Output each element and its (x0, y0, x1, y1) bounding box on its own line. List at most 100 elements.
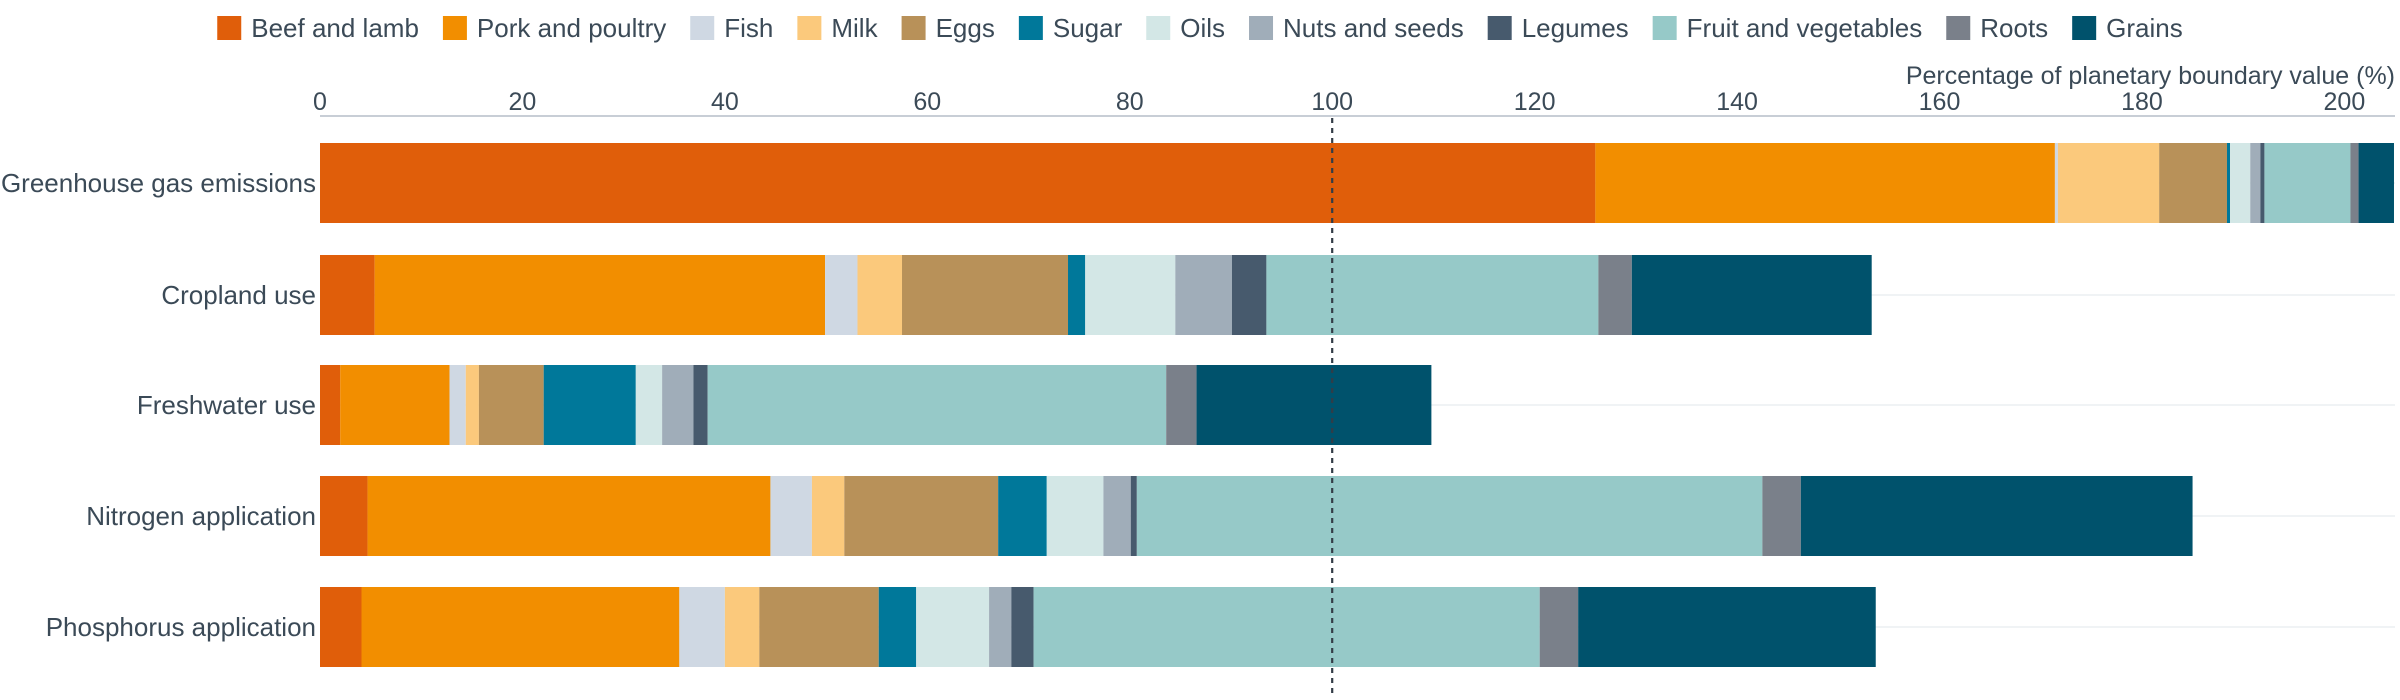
legend-item: Roots (1946, 13, 2048, 43)
legend-item: Milk (797, 13, 879, 43)
legend-label: Grains (2106, 13, 2183, 43)
legend-label: Roots (1980, 13, 2048, 43)
bar-row: Beef and lamb: 5.4Pork and poultry: 44.5… (320, 255, 1872, 335)
bar-segment: Grains: 3.5 (2358, 143, 2394, 223)
bar-segment: Milk: 3.4 (724, 587, 760, 667)
bar-segment: Oils: 7.2 (916, 587, 990, 667)
x-tick-label: 140 (1716, 88, 1758, 116)
bar-segment: Legumes: 2.2 (1011, 587, 1034, 667)
x-axis-ticks: 0 20 40 60 80 100 120 140 160 180 200 (313, 88, 2365, 116)
legend-swatch (1018, 16, 1043, 40)
bars: Beef and lamb: 126Pork and poultry: 45.4… (320, 143, 2394, 667)
bar-segment: Grains: 23.7 (1631, 255, 1872, 335)
legend-label: Fish (724, 13, 773, 43)
legend-item: Fruit and vegetables (1652, 13, 1923, 43)
bar-segment: Eggs: 15.2 (844, 476, 999, 556)
x-axis: Percentage of planetary boundary value (… (320, 62, 2395, 117)
legend-swatch (1249, 16, 1274, 40)
legend-item: Grains (2072, 13, 2183, 43)
bar-segment: Eggs: 11.8 (759, 587, 879, 667)
legend-item: Eggs (901, 13, 995, 43)
bar-segment: Fish: 0.3 (2054, 143, 2058, 223)
bar-segment: Oils: 2 (2230, 143, 2251, 223)
x-tick-label: 100 (1311, 88, 1353, 116)
bar-segment: Pork and poultry: 44.5 (374, 255, 826, 335)
bar-segment: Beef and lamb: 4.7 (320, 476, 368, 556)
legend-swatch (1146, 16, 1171, 40)
bar-segment: Oils: 8.9 (1085, 255, 1176, 335)
bar-row: Beef and lamb: 2Pork and poultry: 10.8Fi… (320, 365, 1432, 445)
bar-segment: Grains: 29.4 (1578, 587, 1876, 667)
bar-segment: Fruit and vegetables: 61.8 (1136, 476, 1763, 556)
legend-swatch (901, 16, 926, 40)
bar-segment: Roots: 3 (1166, 365, 1197, 445)
x-tick-label: 160 (1919, 88, 1961, 116)
bar-segment: Pork and poultry: 10.8 (340, 365, 450, 445)
bar-segment: Fish: 4.5 (679, 587, 725, 667)
bar-segment: Oils: 2.6 (635, 365, 663, 445)
legend-label: Sugar (1053, 13, 1123, 43)
bar-segment: Fruit and vegetables: 32.8 (1266, 255, 1599, 335)
bar-segment: Eggs: 16.4 (902, 255, 1069, 335)
bar-segment: Fish: 4.1 (770, 476, 812, 556)
bar-segment: Sugar: 9.1 (543, 365, 636, 445)
bar-segment: Sugar: 1.7 (1068, 255, 1086, 335)
bar-segment: Pork and poultry: 39.8 (367, 476, 771, 556)
x-axis-title: Percentage of planetary boundary value (… (1906, 62, 2395, 90)
legend-label: Milk (831, 13, 878, 43)
bar-segment: Fruit and vegetables: 45.3 (707, 365, 1167, 445)
bar-row: Beef and lamb: 4.1Pork and poultry: 31.4… (320, 587, 1876, 667)
category-label: Cropland use (161, 280, 316, 310)
x-tick-label: 80 (1116, 88, 1144, 116)
bar-segment: Roots: 3.8 (1539, 587, 1579, 667)
x-tick-label: 40 (711, 88, 739, 116)
bar-segment: Oils: 5.6 (1046, 476, 1104, 556)
bar-segment: Roots: 3.3 (1598, 255, 1632, 335)
bar-segment: Pork and poultry: 45.4 (1595, 143, 2055, 223)
bar-segment: Grains: 38.7 (1800, 476, 2193, 556)
bar-segment: Beef and lamb: 5.4 (320, 255, 375, 335)
legend-item: Fish (690, 13, 773, 43)
bar-segment: Legumes: 0.4 (2260, 143, 2265, 223)
bar-segment: Roots: 0.8 (2350, 143, 2359, 223)
bar-segment: Nuts and seeds: 1 (2250, 143, 2261, 223)
bar-row: Beef and lamb: 126Pork and poultry: 45.4… (320, 143, 2394, 223)
legend-swatch (1652, 16, 1677, 40)
category-label: Phosphorus application (46, 612, 316, 642)
legend-swatch (690, 16, 715, 40)
bar-segment: Nuts and seeds: 2.2 (989, 587, 1012, 667)
legend-item: Pork and poultry (442, 13, 666, 43)
x-tick-label: 120 (1514, 88, 1556, 116)
bar-segment: Nuts and seeds: 5.6 (1175, 255, 1232, 335)
x-tick-label: 0 (313, 88, 327, 116)
category-label: Nitrogen application (86, 501, 316, 531)
bar-segment: Eggs: 6.7 (2159, 143, 2227, 223)
legend-label: Fruit and vegetables (1687, 13, 1923, 43)
bar-segment: Pork and poultry: 31.4 (361, 587, 680, 667)
bar-row: Beef and lamb: 4.7Pork and poultry: 39.8… (320, 476, 2193, 556)
bar-segment: Fish: 3.2 (825, 255, 858, 335)
bar-segment: Grains: 23.2 (1196, 365, 1432, 445)
bar-segment: Beef and lamb: 4.1 (320, 587, 362, 667)
legend-label: Nuts and seeds (1283, 13, 1464, 43)
legend-item: Sugar (1018, 13, 1123, 43)
legend-item: Beef and lamb (217, 13, 419, 43)
bar-segment: Fruit and vegetables: 50 (1033, 587, 1540, 667)
legend-item: Nuts and seeds (1249, 13, 1464, 43)
legend-label: Oils (1180, 13, 1225, 43)
legend-item: Oils (1146, 13, 1225, 43)
x-tick-label: 200 (2324, 88, 2366, 116)
category-labels: Greenhouse gas emissions Cropland use Fres… (1, 168, 316, 642)
x-tick-label: 60 (913, 88, 941, 116)
legend-swatch (797, 16, 822, 40)
bar-segment: Legumes: 0.6 (1130, 476, 1137, 556)
bar-segment: Legumes: 3.4 (1231, 255, 1267, 335)
legend-swatch (2072, 16, 2097, 40)
legend-label: Legumes (1522, 13, 1629, 43)
legend-label: Pork and poultry (477, 13, 666, 43)
category-label: Greenhouse gas emissions (1, 168, 316, 198)
bar-segment: Sugar: 3.7 (878, 587, 917, 667)
legend-label: Beef and lamb (251, 13, 419, 43)
bar-segment: Roots: 3.8 (1762, 476, 1801, 556)
legend-swatch (442, 16, 467, 40)
